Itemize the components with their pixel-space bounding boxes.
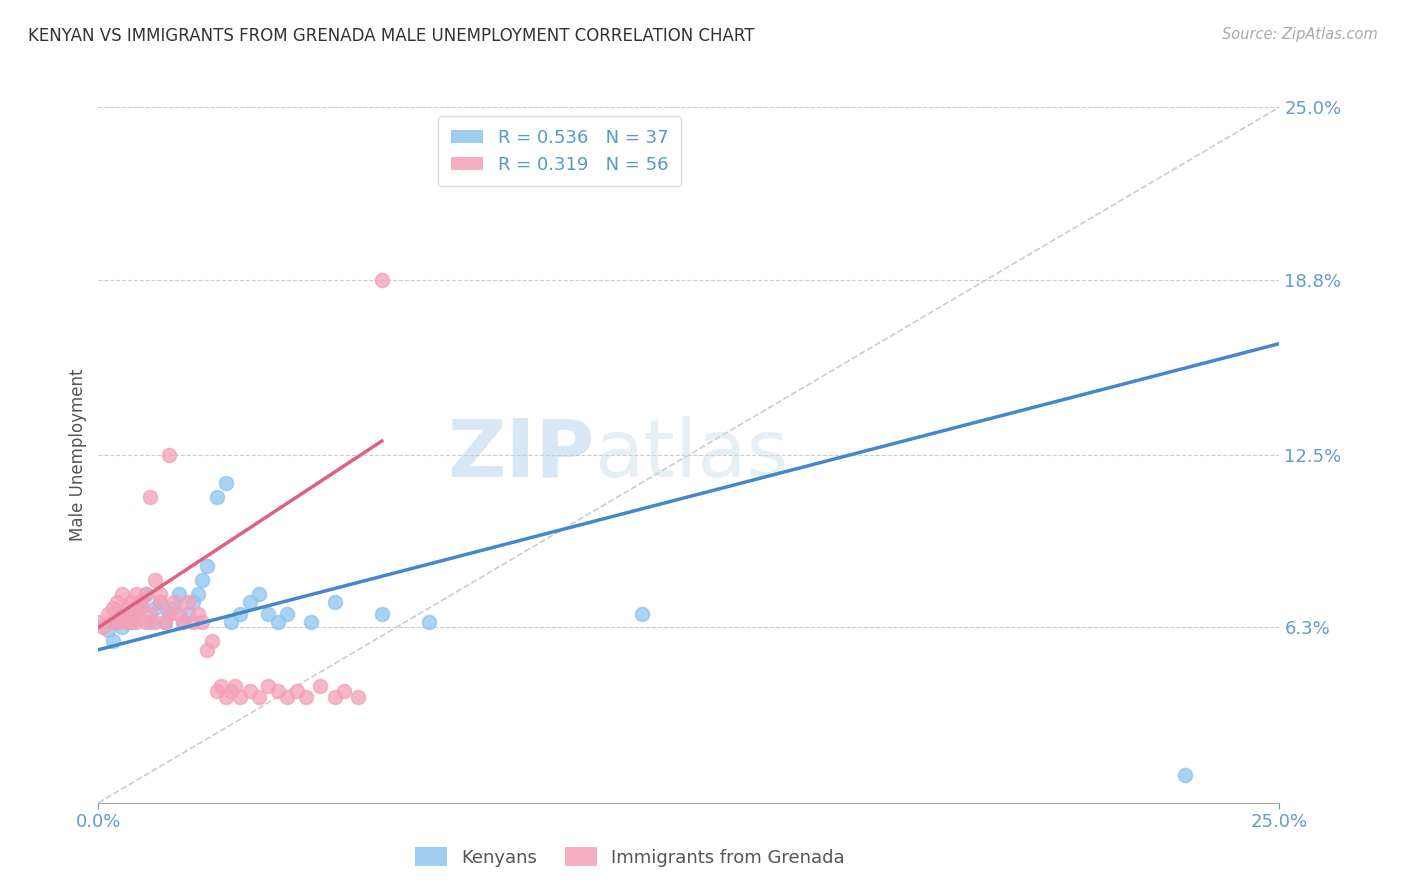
Point [195,559,218,574]
Point [347,690,370,704]
Point [105,615,128,629]
Point [257,607,280,621]
Point [125,587,148,601]
Point [191,573,214,587]
Point [229,690,252,704]
Point [105,615,128,629]
Point [125,601,148,615]
Point [135,587,157,601]
Point [157,607,180,621]
Point [135,587,157,601]
Point [323,690,346,704]
Point [224,679,246,693]
Point [181,615,204,629]
Point [276,607,298,621]
Point [172,615,194,629]
Point [153,615,176,629]
Point [149,595,172,609]
Point [201,634,224,648]
Text: KENYAN VS IMMIGRANTS FROM GRENADA MALE UNEMPLOYMENT CORRELATION CHART: KENYAN VS IMMIGRANTS FROM GRENADA MALE U… [28,27,755,45]
Point [191,615,214,629]
Point [371,607,394,621]
Point [143,573,166,587]
Text: Source: ZipAtlas.com: Source: ZipAtlas.com [1222,27,1378,42]
Point [215,475,238,490]
Point [143,601,166,615]
Point [309,679,332,693]
Point [111,587,134,601]
Point [295,690,318,704]
Point [285,684,308,698]
Legend: Kenyans, Immigrants from Grenada: Kenyans, Immigrants from Grenada [408,840,852,874]
Point [267,684,290,698]
Point [257,679,280,693]
Point [1174,768,1197,782]
Point [87,615,110,629]
Point [101,634,124,648]
Point [101,601,124,615]
Point [143,615,166,629]
Point [209,679,232,693]
Point [239,684,262,698]
Text: atlas: atlas [595,416,789,494]
Point [125,615,148,629]
Point [111,620,134,634]
Point [105,595,128,609]
Point [187,587,209,601]
Point [129,601,152,615]
Point [129,595,152,609]
Point [121,615,143,629]
Point [139,607,162,621]
Point [163,601,186,615]
Point [157,607,180,621]
Point [267,615,290,629]
Point [299,615,322,629]
Point [115,607,138,621]
Point [121,615,143,629]
Point [177,607,200,621]
Point [153,615,176,629]
Point [101,615,124,629]
Y-axis label: Male Unemployment: Male Unemployment [69,368,87,541]
Point [181,595,204,609]
Point [135,615,157,629]
Point [630,607,652,621]
Point [205,490,228,504]
Point [276,690,298,704]
Point [139,490,162,504]
Point [139,615,162,629]
Point [167,607,190,621]
Point [149,595,172,609]
Point [177,595,200,609]
Point [97,607,120,621]
Point [115,601,138,615]
Point [163,595,186,609]
Text: ZIP: ZIP [447,416,595,494]
Point [172,615,194,629]
Point [247,587,270,601]
Point [125,607,148,621]
Point [149,587,172,601]
Point [323,595,346,609]
Point [167,587,190,601]
Point [247,690,270,704]
Point [229,607,252,621]
Point [219,684,242,698]
Point [111,607,134,621]
Point [91,620,114,634]
Point [215,690,238,704]
Point [129,595,152,609]
Point [333,684,356,698]
Point [371,272,394,286]
Point [97,624,120,638]
Point [121,595,143,609]
Point [195,642,218,657]
Point [187,607,209,621]
Point [157,448,180,462]
Point [115,615,138,629]
Point [205,684,228,698]
Point [219,615,242,629]
Point [239,595,262,609]
Point [418,615,440,629]
